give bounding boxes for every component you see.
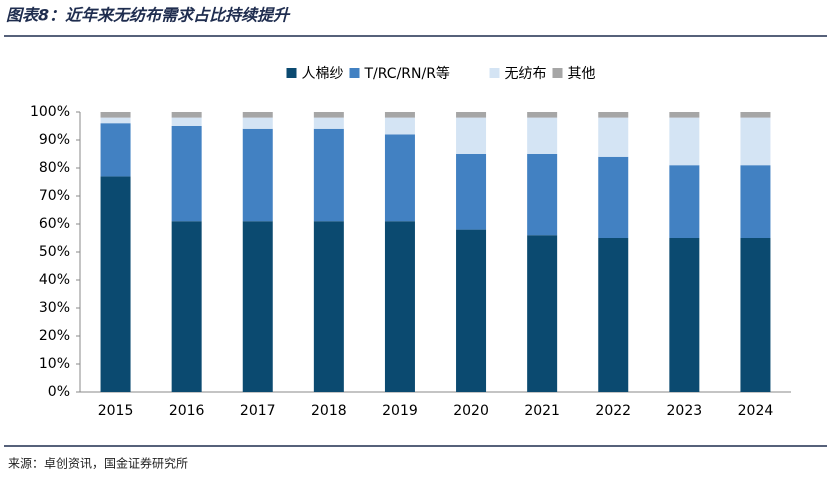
bar-segment <box>384 112 415 118</box>
x-tick-label: 2021 <box>524 403 560 419</box>
x-tick-label: 2019 <box>382 403 418 419</box>
legend-swatch <box>286 68 297 78</box>
legend-label: 其他 <box>568 66 596 82</box>
y-tick-label: 50% <box>39 244 70 260</box>
bar-segment <box>171 117 202 126</box>
bar-segment <box>313 221 344 392</box>
bar-segment <box>669 112 700 118</box>
bar-segment <box>669 117 700 166</box>
bar-segment <box>171 126 202 222</box>
bar-segment <box>313 117 344 129</box>
bar-segment <box>598 156 629 238</box>
x-tick-label: 2024 <box>738 403 774 419</box>
bar-segment <box>242 112 273 118</box>
legend-label: T/RC/RN/R等 <box>364 65 450 82</box>
bar-segment <box>242 221 273 392</box>
bar-segment <box>384 221 415 392</box>
bar-segment <box>384 117 415 135</box>
bar-segment <box>669 165 700 238</box>
y-tick-label: 40% <box>39 272 70 288</box>
y-tick-label: 90% <box>39 132 70 148</box>
bar-segment <box>598 238 629 392</box>
bar-segment <box>598 117 629 157</box>
bar-segment <box>740 112 771 118</box>
bar-segment <box>242 128 273 222</box>
source: 来源：卓创资讯，国金证券研究所 <box>8 456 188 471</box>
x-tick-label: 2023 <box>667 403 703 419</box>
x-tick-label: 2022 <box>595 403 631 419</box>
legend-label: 人棉纱 <box>302 65 344 82</box>
bar-segment <box>313 112 344 118</box>
bar-segment <box>598 112 629 118</box>
x-tick-label: 2020 <box>453 403 489 419</box>
y-tick-label: 0% <box>48 384 70 400</box>
y-tick-label: 100% <box>30 104 70 120</box>
y-tick-label: 30% <box>39 300 70 316</box>
legend-swatch <box>489 68 500 78</box>
bar-segment <box>456 229 487 392</box>
bar-segment <box>242 117 273 129</box>
chart-title: 图表8：近年来无纺布需求占比持续提升 <box>6 6 291 25</box>
legend-swatch <box>349 68 360 78</box>
x-tick-label: 2018 <box>311 403 347 419</box>
bar-segment <box>456 154 487 230</box>
x-tick-label: 2016 <box>169 403 205 419</box>
bar-segment <box>100 112 131 118</box>
y-tick-label: 60% <box>39 216 70 232</box>
bar-segment <box>171 221 202 392</box>
bar-segment <box>740 165 771 238</box>
y-tick-label: 10% <box>39 356 70 372</box>
bar-segment <box>456 112 487 118</box>
legend-label: 无纺布 <box>505 66 547 82</box>
bar-segment <box>527 117 558 154</box>
y-tick-label: 80% <box>39 160 70 176</box>
bar-segment <box>171 112 202 118</box>
bar-segment <box>313 128 344 222</box>
bar-segment <box>100 176 131 392</box>
bar-segment <box>527 235 558 392</box>
bar-segment <box>527 154 558 236</box>
y-tick-label: 70% <box>39 188 70 204</box>
y-tick-label: 20% <box>39 328 70 344</box>
bar-segment <box>740 238 771 392</box>
x-tick-label: 2015 <box>98 403 134 419</box>
bar-segment <box>669 238 700 392</box>
bar-segment <box>456 117 487 154</box>
legend-swatch <box>552 68 563 78</box>
bar-segment <box>527 112 558 118</box>
bar-segment <box>100 123 131 177</box>
bar-segment <box>384 134 415 222</box>
x-tick-label: 2017 <box>240 403 276 419</box>
bar-segment <box>100 117 131 124</box>
bar-segment <box>740 117 771 166</box>
